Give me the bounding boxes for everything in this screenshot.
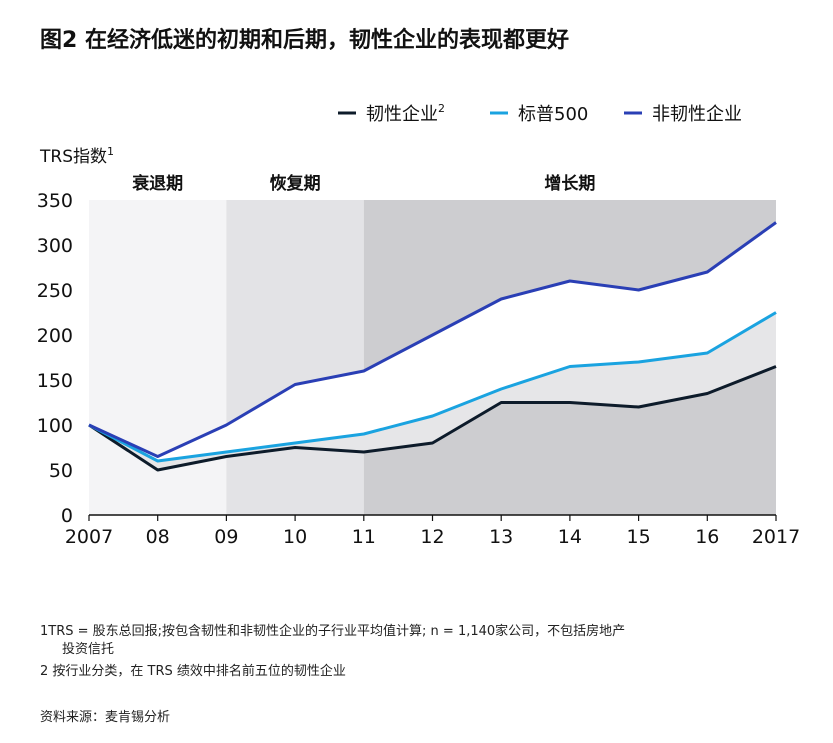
legend-label: 标普500 — [518, 104, 588, 125]
legend-label: 非韧性企业 — [652, 104, 742, 125]
x-tick-label: 10 — [283, 526, 307, 548]
x-tick-label: 12 — [420, 526, 444, 548]
chart-title: 图2 在经济低迷的初期和后期，韧性企业的表现都更好 — [40, 28, 569, 53]
series-line-2 — [88, 311, 777, 463]
y-tick-label: 300 — [37, 235, 73, 257]
phase-label: 衰退期 — [131, 173, 183, 194]
footnote-1-cont: 投资信托 — [62, 642, 115, 657]
phase-label: 增长期 — [544, 173, 595, 194]
x-tick-label: 09 — [214, 526, 238, 548]
y-tick-label: 0 — [61, 505, 73, 527]
series-line-1 — [88, 365, 777, 472]
trs-line-chart: 0 50 100 150 200 250 300 350 2007 08 09 10 11 12 13 14 1… — [37, 102, 800, 548]
x-tick-label: 2007 — [65, 526, 113, 548]
x-tick-label: 16 — [695, 526, 719, 548]
y-axis-label: TRS指数1 — [39, 145, 114, 167]
x-tick-label: 15 — [627, 526, 651, 548]
y-tick-label: 100 — [37, 415, 73, 437]
series-line-3 — [88, 221, 777, 458]
phase-label: 恢复期 — [270, 173, 321, 194]
y-tick-label: 200 — [37, 325, 73, 347]
x-tick-label: 13 — [489, 526, 513, 548]
footnote-1: 1TRS = 股东总回报;按包含韧性和非韧性企业的子行业平均值计算; n = 1… — [40, 624, 626, 639]
legend-label: 韧性企业2 — [366, 102, 445, 125]
y-tick-label: 150 — [37, 370, 73, 392]
gap-area-upper — [89, 222, 776, 461]
x-tick-label: 08 — [146, 526, 170, 548]
x-tick-label: 14 — [558, 526, 582, 548]
gap-area-lower — [89, 312, 776, 470]
x-tick-label: 2017 — [752, 526, 800, 548]
y-tick-label: 250 — [37, 280, 73, 302]
phase-band-2 — [226, 200, 364, 515]
y-tick-label: 350 — [37, 190, 73, 212]
y-tick-label: 50 — [49, 460, 73, 482]
footnote-2: 2 按行业分类，在 TRS 绩效中排名前五位的韧性企业 — [40, 664, 346, 679]
x-tick-label: 11 — [352, 526, 376, 548]
source-note: 资料来源：麦肯锡分析 — [40, 710, 171, 725]
